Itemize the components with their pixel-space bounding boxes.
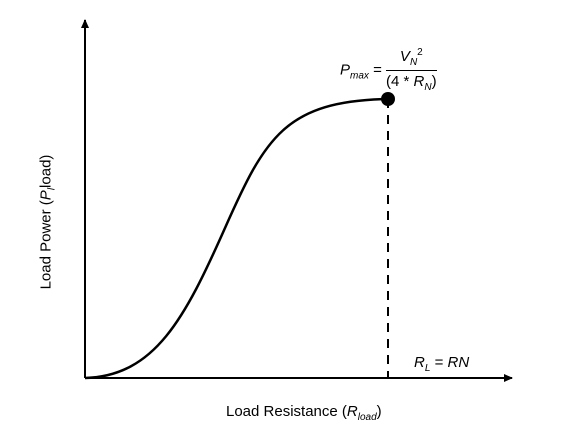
pmax-sub: max [350, 70, 369, 82]
x-axis-label: Load Resistance (Rload) [226, 404, 382, 423]
x-axis-label-var: R [346, 403, 358, 420]
pmax-numerator: VN2 [386, 48, 437, 71]
pmax-den-sub: N [424, 82, 432, 93]
rl-var: R [414, 354, 425, 371]
rl-rhs: RN [447, 354, 470, 371]
pmax-fraction: VN2 (4 * RN) [386, 48, 437, 93]
pmax-var: P [340, 61, 351, 79]
y-axis-label-suffix: ) [37, 154, 55, 160]
x-axis-label-sub: load [357, 412, 377, 423]
pmax-annotation: Pmax = VN2 (4 * RN) [340, 48, 437, 93]
pmax-equals: = [373, 61, 382, 79]
x-axis-label-prefix: Load Resistance ( [226, 403, 347, 420]
pmax-num-var: V [399, 48, 410, 65]
rl-sub: L [424, 363, 431, 374]
peak-marker-point [381, 92, 395, 106]
pmax-num-sub: N [409, 57, 418, 68]
y-axis-label-rest: load [37, 159, 55, 188]
y-axis-label-var: P [37, 190, 55, 201]
y-axis-label: Load Power (Plload) [37, 154, 58, 290]
pmax-den-suffix: ) [431, 73, 437, 90]
x-axis-label-suffix: ) [376, 403, 382, 420]
rl-annotation: RL = RN [414, 355, 469, 374]
rl-equals: = [430, 354, 448, 371]
y-axis-label-prefix: Load Power ( [37, 200, 55, 290]
pmax-num-sup: 2 [417, 47, 423, 58]
pmax-denominator: (4 * RN) [386, 71, 437, 93]
pmax-den-var: R [413, 73, 425, 90]
power-curve-line [84, 97, 389, 380]
pmax-den-prefix: (4 * [386, 73, 414, 90]
